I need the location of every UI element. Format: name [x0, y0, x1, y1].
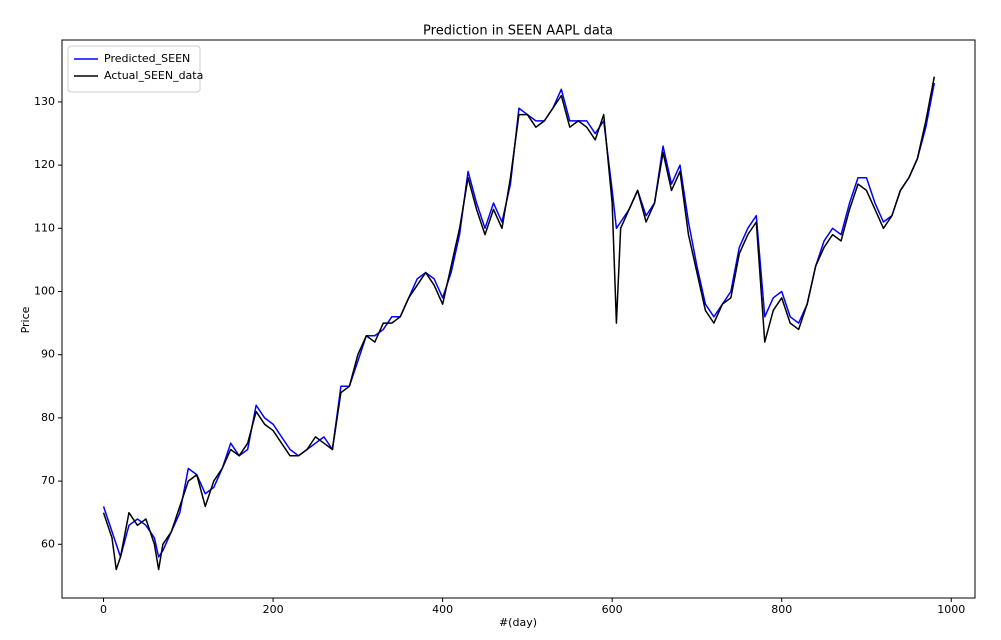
- x-tick-label: 1000: [937, 603, 965, 616]
- y-tick-label: 70: [41, 474, 55, 487]
- series-line: [102, 82, 936, 558]
- x-tick-label: 400: [432, 603, 453, 616]
- y-axis-label: Price: [19, 306, 32, 333]
- x-tick-label: 200: [263, 603, 284, 616]
- y-tick-label: 100: [34, 285, 55, 298]
- y-tick-label: 90: [41, 348, 55, 361]
- chart-title: Prediction in SEEN AAPL data: [423, 24, 613, 39]
- series-line: [102, 76, 936, 571]
- x-tick-label: 600: [602, 603, 623, 616]
- y-tick-label: 80: [41, 411, 55, 424]
- legend-label: Actual_SEEN_data: [104, 69, 203, 82]
- y-tick-label: 110: [34, 221, 55, 234]
- y-tick-label: 60: [41, 537, 55, 550]
- x-tick-label: 0: [100, 603, 107, 616]
- legend-box: [67, 45, 201, 93]
- x-tick-label: 800: [771, 603, 792, 616]
- y-tick-label: 130: [34, 95, 55, 108]
- x-axis-label: #(day): [499, 616, 537, 629]
- y-tick-label: 120: [34, 158, 55, 171]
- legend-label: Predicted_SEEN: [104, 52, 190, 65]
- plot-frame: [61, 39, 976, 599]
